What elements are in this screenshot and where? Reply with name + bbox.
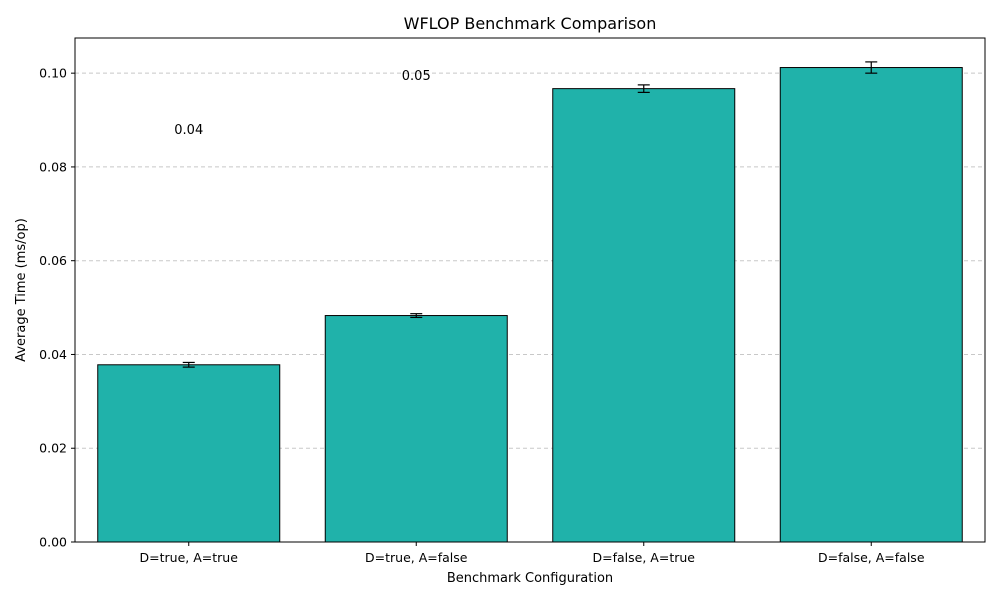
y-tick-label: 0.08 — [39, 159, 67, 174]
y-tick-label: 0.04 — [39, 347, 67, 362]
data-label: 0.04 — [174, 123, 203, 138]
y-axis-ticks: 0.00 0.02 0.04 0.06 0.08 0.10 — [39, 66, 75, 550]
error-bar — [410, 313, 423, 319]
bar — [97, 364, 281, 543]
data-label: 0.05 — [402, 69, 431, 84]
x-tick-label: D=false, A=true — [593, 550, 696, 565]
bar — [324, 315, 508, 543]
error-bar — [182, 361, 195, 368]
y-tick-label: 0.00 — [39, 535, 67, 550]
x-tick-label: D=true, A=false — [365, 550, 468, 565]
x-axis-title: Benchmark Configuration — [447, 571, 613, 586]
y-tick-label: 0.02 — [39, 441, 67, 456]
y-tick-label: 0.06 — [39, 253, 67, 268]
bars — [97, 67, 963, 543]
bar — [779, 67, 963, 543]
x-axis-ticks: D=true, A=true D=true, A=false D=false, A=… — [140, 542, 925, 565]
bar — [552, 88, 736, 543]
chart-title: WFLOP Benchmark Comparison — [404, 14, 657, 33]
y-axis-title: Average Time (ms/op) — [14, 218, 29, 362]
x-tick-label: D=true, A=true — [140, 550, 239, 565]
data-labels: 0.04 0.05 — [174, 69, 430, 138]
error-bar — [865, 61, 878, 74]
plot-frame — [74, 37, 986, 543]
error-bar — [637, 84, 650, 93]
x-tick-label: D=false, A=false — [818, 550, 925, 565]
error-bars — [182, 61, 878, 368]
y-tick-label: 0.10 — [39, 66, 67, 81]
